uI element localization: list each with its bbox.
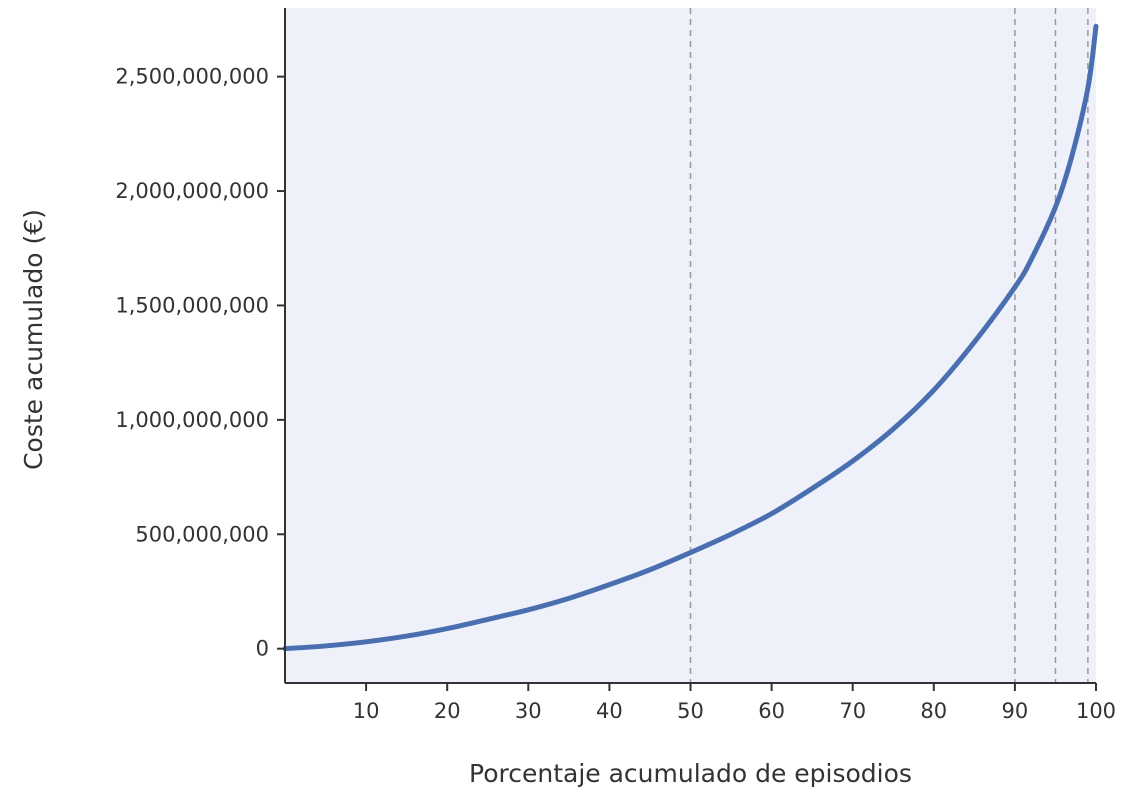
x-tick-label: 90 [1002, 699, 1029, 723]
x-tick-label: 60 [758, 699, 785, 723]
x-tick-label: 10 [353, 699, 380, 723]
y-tick-label: 1,500,000,000 [115, 293, 269, 317]
y-tick-label: 2,500,000,000 [115, 65, 269, 89]
y-axis-ticks: 0 500,000,000 1,000,000,000 1,500,000,000 2,… [115, 65, 285, 661]
x-tick-label: 40 [596, 699, 623, 723]
x-tick-label: 70 [839, 699, 866, 723]
y-tick-label: 0 [256, 637, 269, 661]
x-tick-label: 50 [677, 699, 704, 723]
x-tick-label: 80 [920, 699, 947, 723]
y-tick-label: 500,000,000 [135, 522, 269, 546]
x-tick-label: 20 [434, 699, 461, 723]
reference-lines [689, 8, 1089, 683]
series-line [282, 23, 1099, 652]
y-tick-label: 1,000,000,000 [115, 408, 269, 432]
x-axis-title: Porcentaje acumulado de episodios [469, 759, 912, 787]
y-tick-label: 2,000,000,000 [115, 179, 269, 203]
x-axis-ticks: 10 20 30 40 50 60 70 80 90 100 [353, 683, 1116, 723]
y-axis-title: Coste acumulado (€) [19, 209, 48, 470]
x-tick-label: 30 [515, 699, 542, 723]
x-tick-label: 100 [1076, 699, 1116, 723]
